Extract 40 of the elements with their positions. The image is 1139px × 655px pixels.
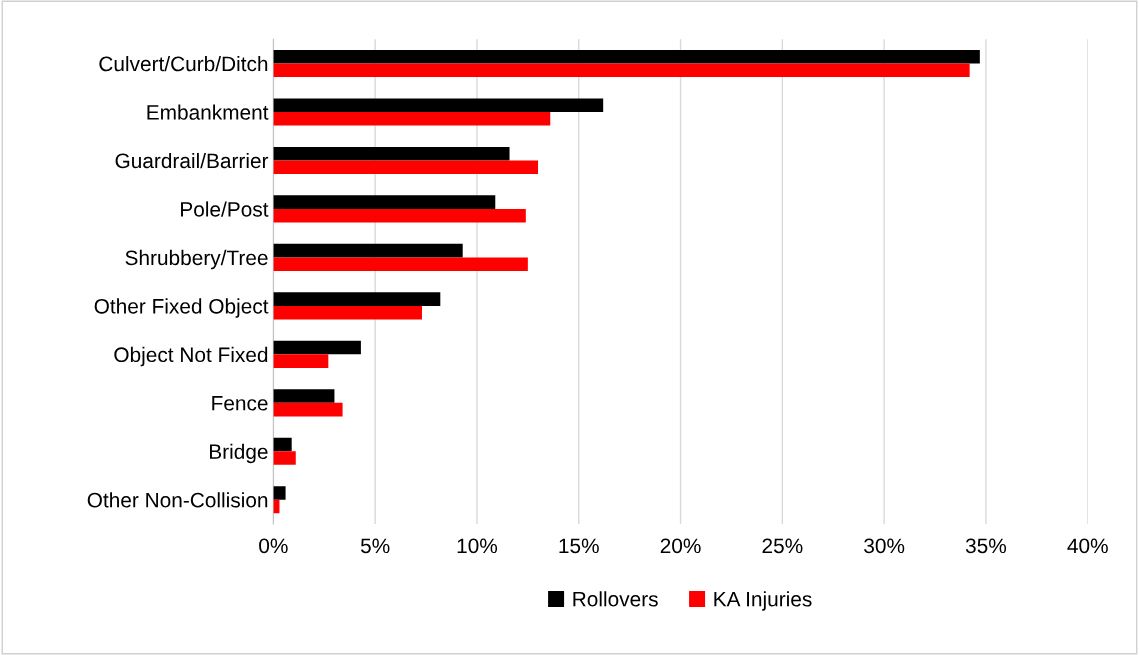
legend-label: Rollovers: [573, 591, 658, 607]
x-tick-label: 15%: [559, 538, 599, 554]
bar: [273, 451, 296, 465]
bar: [273, 243, 463, 258]
y-tick-label: Other Non-Collision: [87, 492, 268, 508]
bar: [273, 63, 970, 78]
bar: [273, 340, 361, 355]
x-tick-label: 10%: [457, 538, 498, 554]
bar: [273, 257, 528, 271]
x-tick-label: 20%: [660, 538, 701, 554]
y-tick-label: Object Not Fixed: [114, 346, 268, 367]
bar: [273, 49, 980, 64]
y-tick-label: Bridge: [209, 443, 268, 464]
x-tick-label: 30%: [864, 538, 905, 554]
bar: [273, 354, 329, 368]
bar: [273, 208, 526, 223]
bar: [273, 486, 286, 500]
y-tick-label: Embankment: [147, 104, 269, 120]
bar: [273, 195, 496, 209]
bar: [273, 160, 539, 175]
x-tick-label: 35%: [965, 538, 1007, 554]
legend-label: KA Injuries: [714, 591, 812, 611]
bar: [273, 437, 292, 452]
x-tick-label: 25%: [762, 538, 803, 554]
x-tick-label: 40%: [1067, 538, 1108, 554]
y-tick-label: Fence: [212, 396, 268, 411]
y-tick-label: Shrubbery/Tree: [125, 249, 268, 270]
y-tick-label: Other Fixed Object: [94, 298, 269, 318]
bar: [273, 146, 510, 161]
bar: [273, 305, 422, 320]
y-tick-label: Culvert/Curb/Ditch: [99, 55, 268, 72]
bar: [273, 389, 335, 403]
bar: [273, 402, 343, 417]
bar: [273, 98, 604, 113]
y-tick-label: Pole/Post: [181, 201, 269, 217]
bar: [273, 112, 551, 126]
bar: [273, 292, 441, 306]
y-tick-label: Guardrail/Barrier: [115, 152, 269, 169]
x-tick-label: 5%: [360, 538, 390, 554]
x-tick-label: 0%: [259, 538, 288, 554]
